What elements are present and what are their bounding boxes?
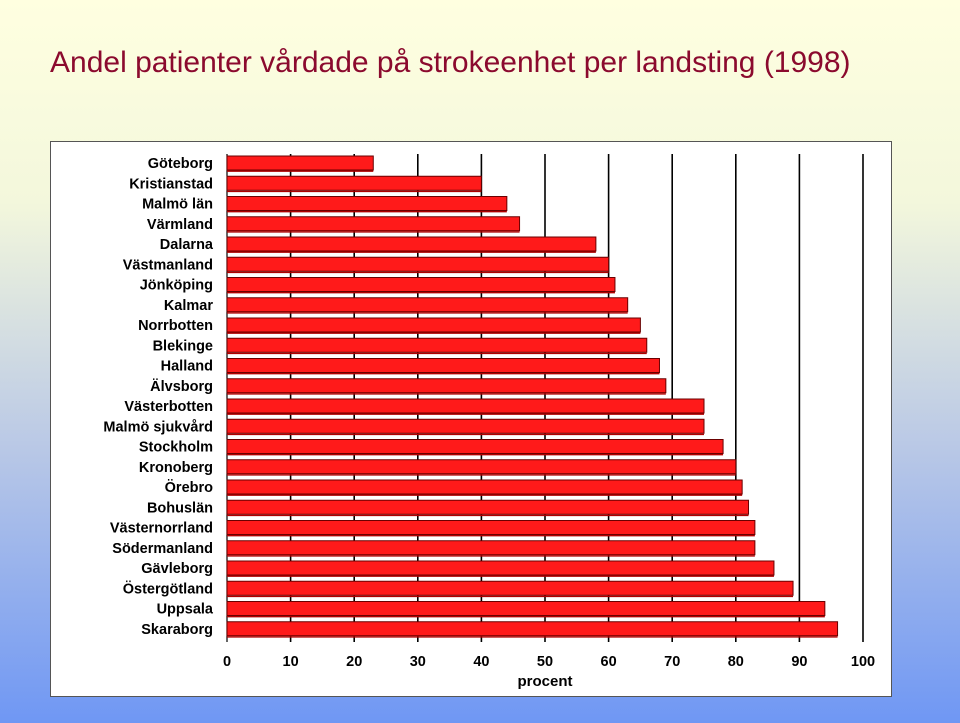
category-label: Göteborg <box>148 156 213 172</box>
bar <box>226 175 482 191</box>
bar <box>226 540 756 556</box>
bars <box>226 155 839 638</box>
bar <box>226 358 660 373</box>
category-label: Bohuslän <box>147 500 213 516</box>
category-label: Västmanland <box>123 257 213 273</box>
bar <box>226 216 521 232</box>
bar <box>226 398 705 414</box>
bar <box>226 317 641 333</box>
category-label: Örebro <box>165 479 213 496</box>
bar <box>226 297 629 313</box>
x-tick-labels: 0 10 20 30 40 50 60 70 80 90 100 <box>223 654 875 670</box>
category-label: Älvsborg <box>150 378 213 395</box>
category-label: Värmland <box>147 217 213 233</box>
bar <box>226 378 667 394</box>
x-tick-label: 60 <box>601 654 617 670</box>
slide-title: Andel patienter vårdade på strokeenhet p… <box>50 46 851 79</box>
bar <box>226 439 724 454</box>
bar <box>226 520 756 535</box>
x-tick-label: 30 <box>410 654 426 670</box>
bar <box>226 499 750 515</box>
x-tick-label: 100 <box>851 654 875 670</box>
bar <box>226 601 826 616</box>
category-label: Östergötland <box>123 580 213 597</box>
chart-panel: Göteborg Kristianstad Malmö län Värmland Dal… <box>50 141 892 697</box>
bar <box>226 155 374 171</box>
category-label: Jönköping <box>140 278 213 294</box>
x-tick-label: 20 <box>346 654 362 670</box>
bar <box>226 479 743 495</box>
category-labels: Göteborg Kristianstad Malmö län Värmland Dal… <box>103 156 214 638</box>
category-label: Gävleborg <box>141 561 213 577</box>
category-label: Västerbotten <box>124 399 213 415</box>
category-label: Skaraborg <box>141 622 213 638</box>
x-tick-label: 40 <box>473 654 489 670</box>
category-label: Södermanland <box>112 541 213 557</box>
category-label: Kronoberg <box>139 460 213 476</box>
category-label: Malmö län <box>142 197 213 213</box>
bar <box>226 621 839 637</box>
bar <box>226 196 508 211</box>
category-label: Halland <box>161 359 213 375</box>
bar <box>226 256 610 272</box>
category-label: Kristianstad <box>129 176 213 192</box>
category-label: Norrbotten <box>138 318 213 334</box>
x-tick-label: 70 <box>664 654 680 670</box>
bar <box>226 580 794 596</box>
category-label: Västernorrland <box>110 521 213 537</box>
x-axis-title: procent <box>517 673 572 690</box>
x-tick-label: 80 <box>728 654 744 670</box>
x-tick-label: 90 <box>791 654 807 670</box>
category-label: Dalarna <box>160 237 214 253</box>
bar <box>226 236 597 252</box>
bar <box>226 418 705 434</box>
bar <box>226 560 775 576</box>
x-tick-label: 50 <box>537 654 553 670</box>
bar <box>226 459 737 475</box>
category-label: Blekinge <box>153 338 213 354</box>
category-label: Kalmar <box>164 298 214 314</box>
bar-chart: Göteborg Kristianstad Malmö län Värmland Dal… <box>103 154 875 690</box>
x-tick-label: 10 <box>283 654 299 670</box>
x-tick-label: 0 <box>223 654 231 670</box>
grid-lines <box>226 154 864 642</box>
category-label: Malmö sjukvård <box>103 419 213 435</box>
category-label: Stockholm <box>139 440 213 456</box>
bar <box>226 277 616 292</box>
bar <box>226 337 648 353</box>
category-label: Uppsala <box>157 602 214 618</box>
